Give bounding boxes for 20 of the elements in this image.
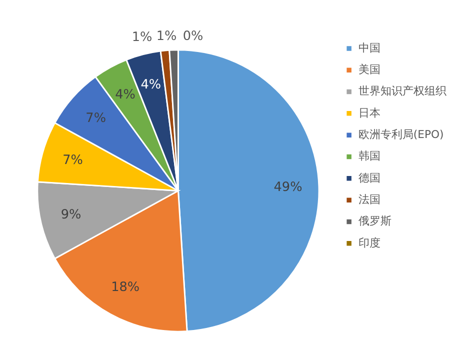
- legend-label: 韩国: [358, 150, 380, 163]
- data-label: 1%: [132, 30, 152, 45]
- legend-label: 德国: [358, 171, 380, 184]
- legend-label: 日本: [358, 106, 380, 120]
- legend-label: 世界知识产权组织: [358, 84, 446, 98]
- data-label: 7%: [86, 111, 106, 126]
- data-label: 4%: [115, 87, 136, 102]
- data-label: 7%: [62, 153, 83, 168]
- text: 0%: [182, 29, 204, 44]
- legend-label: 美国: [358, 63, 380, 76]
- legend-label: 中国: [358, 41, 380, 54]
- legend-label: 欧洲专利局(EPO): [358, 128, 444, 142]
- data-label: 18%: [111, 280, 140, 295]
- data-label: 9%: [60, 208, 82, 223]
- legend-label: 俄罗斯: [358, 214, 392, 228]
- legend-label: 法国: [358, 193, 380, 206]
- legend-label: 印度: [358, 236, 380, 250]
- data-label: 49%: [274, 180, 302, 196]
- data-label: 4%: [140, 77, 162, 92]
- data-label: 1%: [156, 29, 177, 44]
